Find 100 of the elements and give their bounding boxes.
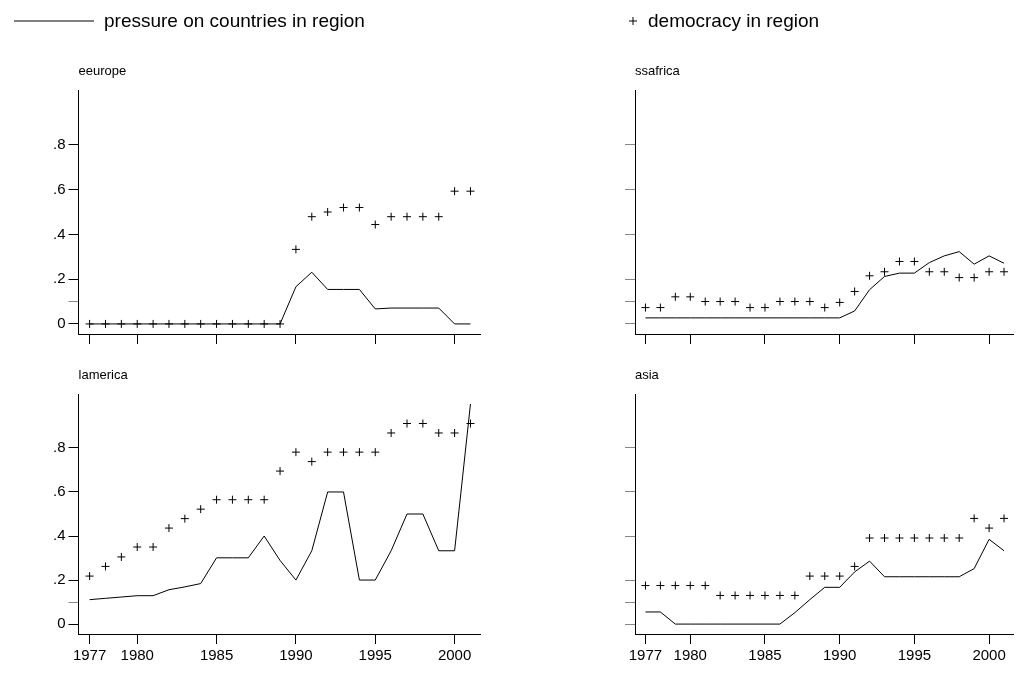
point: [939, 533, 949, 543]
point: [730, 590, 740, 600]
point: [999, 267, 1009, 277]
point: [909, 533, 919, 543]
y-tick-label: 0: [57, 314, 66, 332]
point: [85, 571, 95, 581]
point: [100, 561, 110, 571]
point: [805, 571, 815, 581]
point: [670, 292, 680, 302]
x-tick-label: 1980: [673, 646, 707, 664]
point: [418, 419, 428, 429]
point: [805, 297, 815, 307]
point: [227, 495, 237, 505]
point: [820, 303, 830, 313]
point: [132, 542, 142, 552]
x-tick-label: 1985: [748, 646, 782, 664]
chart-title: lamerica: [78, 367, 129, 383]
x-tick-label: 1990: [823, 646, 857, 664]
point: [894, 256, 904, 266]
point: [640, 581, 650, 591]
y-tick-label: .6: [52, 482, 66, 500]
point: [745, 590, 755, 600]
point: [999, 513, 1009, 523]
point: [386, 428, 396, 438]
point: [865, 271, 875, 281]
point: [715, 590, 725, 600]
chart-title: ssafrica: [635, 63, 681, 79]
x-tick-label: 1995: [897, 646, 932, 664]
point: [865, 533, 875, 543]
x-tick-label: 1977: [628, 646, 663, 664]
point: [715, 297, 725, 307]
point: [434, 212, 444, 222]
point: [924, 533, 934, 543]
point: [954, 533, 964, 543]
legend-label: democracy in region: [648, 10, 820, 32]
chart-title: eeurope: [78, 63, 127, 79]
point: [835, 571, 845, 581]
point: [370, 447, 380, 457]
y-tick-label: .6: [52, 179, 66, 197]
point: [909, 256, 919, 266]
x-tick-label: 2000: [972, 646, 1006, 664]
point: [880, 533, 890, 543]
point: [434, 428, 444, 438]
point: [370, 220, 380, 230]
point: [760, 303, 770, 313]
y-tick-label: .2: [52, 269, 66, 287]
point: [196, 504, 206, 514]
point: [164, 523, 174, 533]
point: [450, 428, 460, 438]
point: [775, 590, 785, 600]
point: [880, 267, 890, 277]
point: [418, 212, 428, 222]
point: [465, 186, 475, 196]
point: [939, 267, 949, 277]
point: [243, 495, 253, 505]
point: [307, 457, 317, 467]
point: [745, 303, 755, 313]
point: [259, 495, 269, 505]
point: [685, 292, 695, 302]
point: [760, 590, 770, 600]
legend-label: pressure on countries in region: [104, 10, 365, 32]
point: [180, 514, 190, 524]
point: [291, 447, 301, 457]
x-tick-label: 1980: [120, 646, 154, 664]
point: [339, 447, 349, 457]
point: [730, 297, 740, 307]
point: [655, 303, 665, 313]
x-tick-label: 1995: [358, 646, 392, 664]
y-tick-label: .4: [52, 526, 66, 544]
point: [148, 542, 158, 552]
point: [354, 203, 364, 213]
point: [212, 495, 222, 505]
point: [655, 581, 665, 591]
point: [450, 186, 460, 196]
point: [850, 286, 860, 296]
point: [307, 212, 317, 222]
point: [969, 513, 979, 523]
x-tick-label: 1985: [199, 646, 234, 664]
point: [984, 523, 994, 533]
point: [685, 581, 695, 591]
point: [402, 419, 412, 429]
y-tick-label: 0: [57, 614, 66, 632]
point: [835, 297, 845, 307]
point: [291, 244, 301, 254]
y-tick-label: .2: [52, 570, 66, 588]
point: [402, 212, 412, 222]
point: [894, 533, 904, 543]
point: [850, 561, 860, 571]
x-tick-label: 1977: [72, 646, 107, 664]
y-tick-label: .8: [52, 134, 66, 152]
point: [386, 212, 396, 222]
point: [640, 303, 650, 313]
point: [790, 297, 800, 307]
point: [116, 552, 126, 562]
point: [820, 571, 830, 581]
x-tick-label: 2000: [437, 646, 472, 664]
y-tick-label: .8: [52, 438, 66, 456]
point: [339, 203, 349, 213]
point: [954, 273, 964, 283]
point: [275, 466, 285, 476]
